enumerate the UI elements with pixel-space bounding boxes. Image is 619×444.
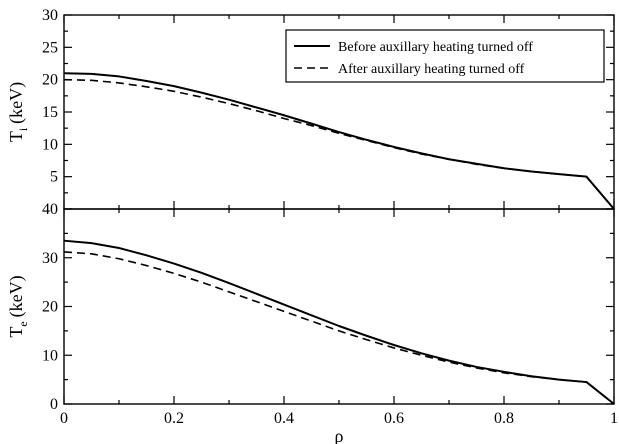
x-tick-label: 0.6 <box>384 410 404 427</box>
y-axis-label: Ti (keV) <box>6 82 30 142</box>
x-tick-label: 0.2 <box>164 410 184 427</box>
x-tick-label: 0.8 <box>494 410 514 427</box>
x-axis-label: ρ <box>335 426 344 444</box>
y-tick-label: 30 <box>42 250 58 267</box>
series-line-before <box>63 72 615 210</box>
y-axis-label-main: T <box>6 131 26 142</box>
y-tick-label: 15 <box>42 104 58 121</box>
y-tick-label: 5 <box>50 169 58 186</box>
y-axis-label-unit: (keV) <box>6 275 27 317</box>
y-axis-label-main: T <box>6 327 26 338</box>
y-axis-label-sub: e <box>16 321 30 326</box>
y-axis-label-sub: i <box>16 127 30 131</box>
y-tick-label: 20 <box>42 299 58 316</box>
panel-top-ti: 5 10 15 20 25 30 Ti (keV) Before auxillary heati… <box>6 7 615 210</box>
legend-entry: Before auxillary heating turned off <box>338 40 533 55</box>
legend: Before auxillary heating turned off After… <box>285 29 605 83</box>
y-tick-label: 30 <box>42 7 58 24</box>
legend-entry: After auxillary heating turned off <box>338 62 525 77</box>
x-tick-label: 0.4 <box>274 410 294 427</box>
y-tick-label: 20 <box>42 72 58 89</box>
series-line-before <box>63 239 615 405</box>
x-tick-label: 1 <box>610 410 618 427</box>
y-tick-label: 40 <box>42 201 58 218</box>
y-tick-label: 10 <box>42 347 58 364</box>
y-axis-label-unit: (keV) <box>6 82 27 124</box>
y-axis-label: Te (keV) <box>6 275 30 337</box>
y-tick-label: 10 <box>42 136 58 153</box>
series-line-after <box>63 78 615 210</box>
legend-box <box>285 29 605 83</box>
y-tick-label: 0 <box>50 396 58 413</box>
series-line-after <box>63 251 615 405</box>
plot-frame <box>63 208 615 405</box>
y-tick-label: 25 <box>42 39 58 56</box>
panel-bottom-te: 0 10 20 30 40 0 0.2 0.4 0.6 0.8 1 ρ Te (keV) <box>6 201 618 444</box>
x-tick-label: 0 <box>60 410 68 427</box>
